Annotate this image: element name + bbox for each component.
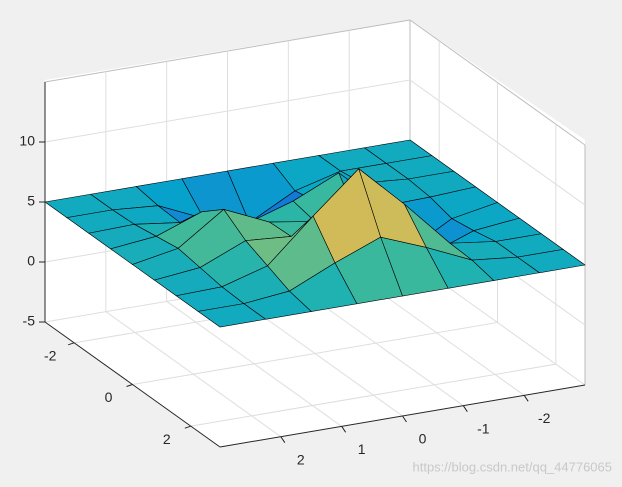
x-tick bbox=[341, 426, 347, 433]
z-tick-label: 10 bbox=[19, 133, 35, 149]
grid-line bbox=[190, 124, 557, 427]
y-tick bbox=[184, 425, 191, 429]
grid-line bbox=[132, 82, 498, 385]
x-tick bbox=[462, 405, 468, 412]
x-axis bbox=[219, 384, 586, 448]
grid-line bbox=[105, 71, 282, 438]
surface-patch bbox=[197, 303, 267, 328]
z-tick-label: 5 bbox=[27, 193, 35, 209]
z-tick-label: 0 bbox=[27, 253, 35, 269]
y-axis bbox=[44, 321, 221, 448]
x-tick bbox=[280, 436, 286, 443]
grid-line bbox=[166, 61, 342, 427]
x-tick bbox=[523, 395, 529, 402]
x-tick-label: -2 bbox=[538, 410, 551, 426]
y-tick-label: -2 bbox=[44, 348, 57, 364]
y-tick bbox=[126, 384, 133, 387]
watermark: https://blog.csdn.net/qq_44776065 bbox=[413, 459, 613, 474]
x-tick-label: 0 bbox=[419, 431, 427, 447]
y-tick-label: 2 bbox=[163, 431, 171, 447]
y-tick-label: 0 bbox=[105, 389, 113, 405]
x-tick-label: 1 bbox=[358, 441, 366, 457]
x-tick bbox=[402, 415, 407, 423]
x-tick-label: 2 bbox=[297, 451, 305, 467]
ticks: -5 0 5 10 -2 -1 0 1 2 -2 0 2 bbox=[19, 82, 586, 467]
y-tick bbox=[68, 342, 75, 346]
surface bbox=[44, 139, 586, 328]
x-tick-label: -1 bbox=[477, 420, 490, 436]
z-tick-label: -5 bbox=[23, 313, 36, 329]
